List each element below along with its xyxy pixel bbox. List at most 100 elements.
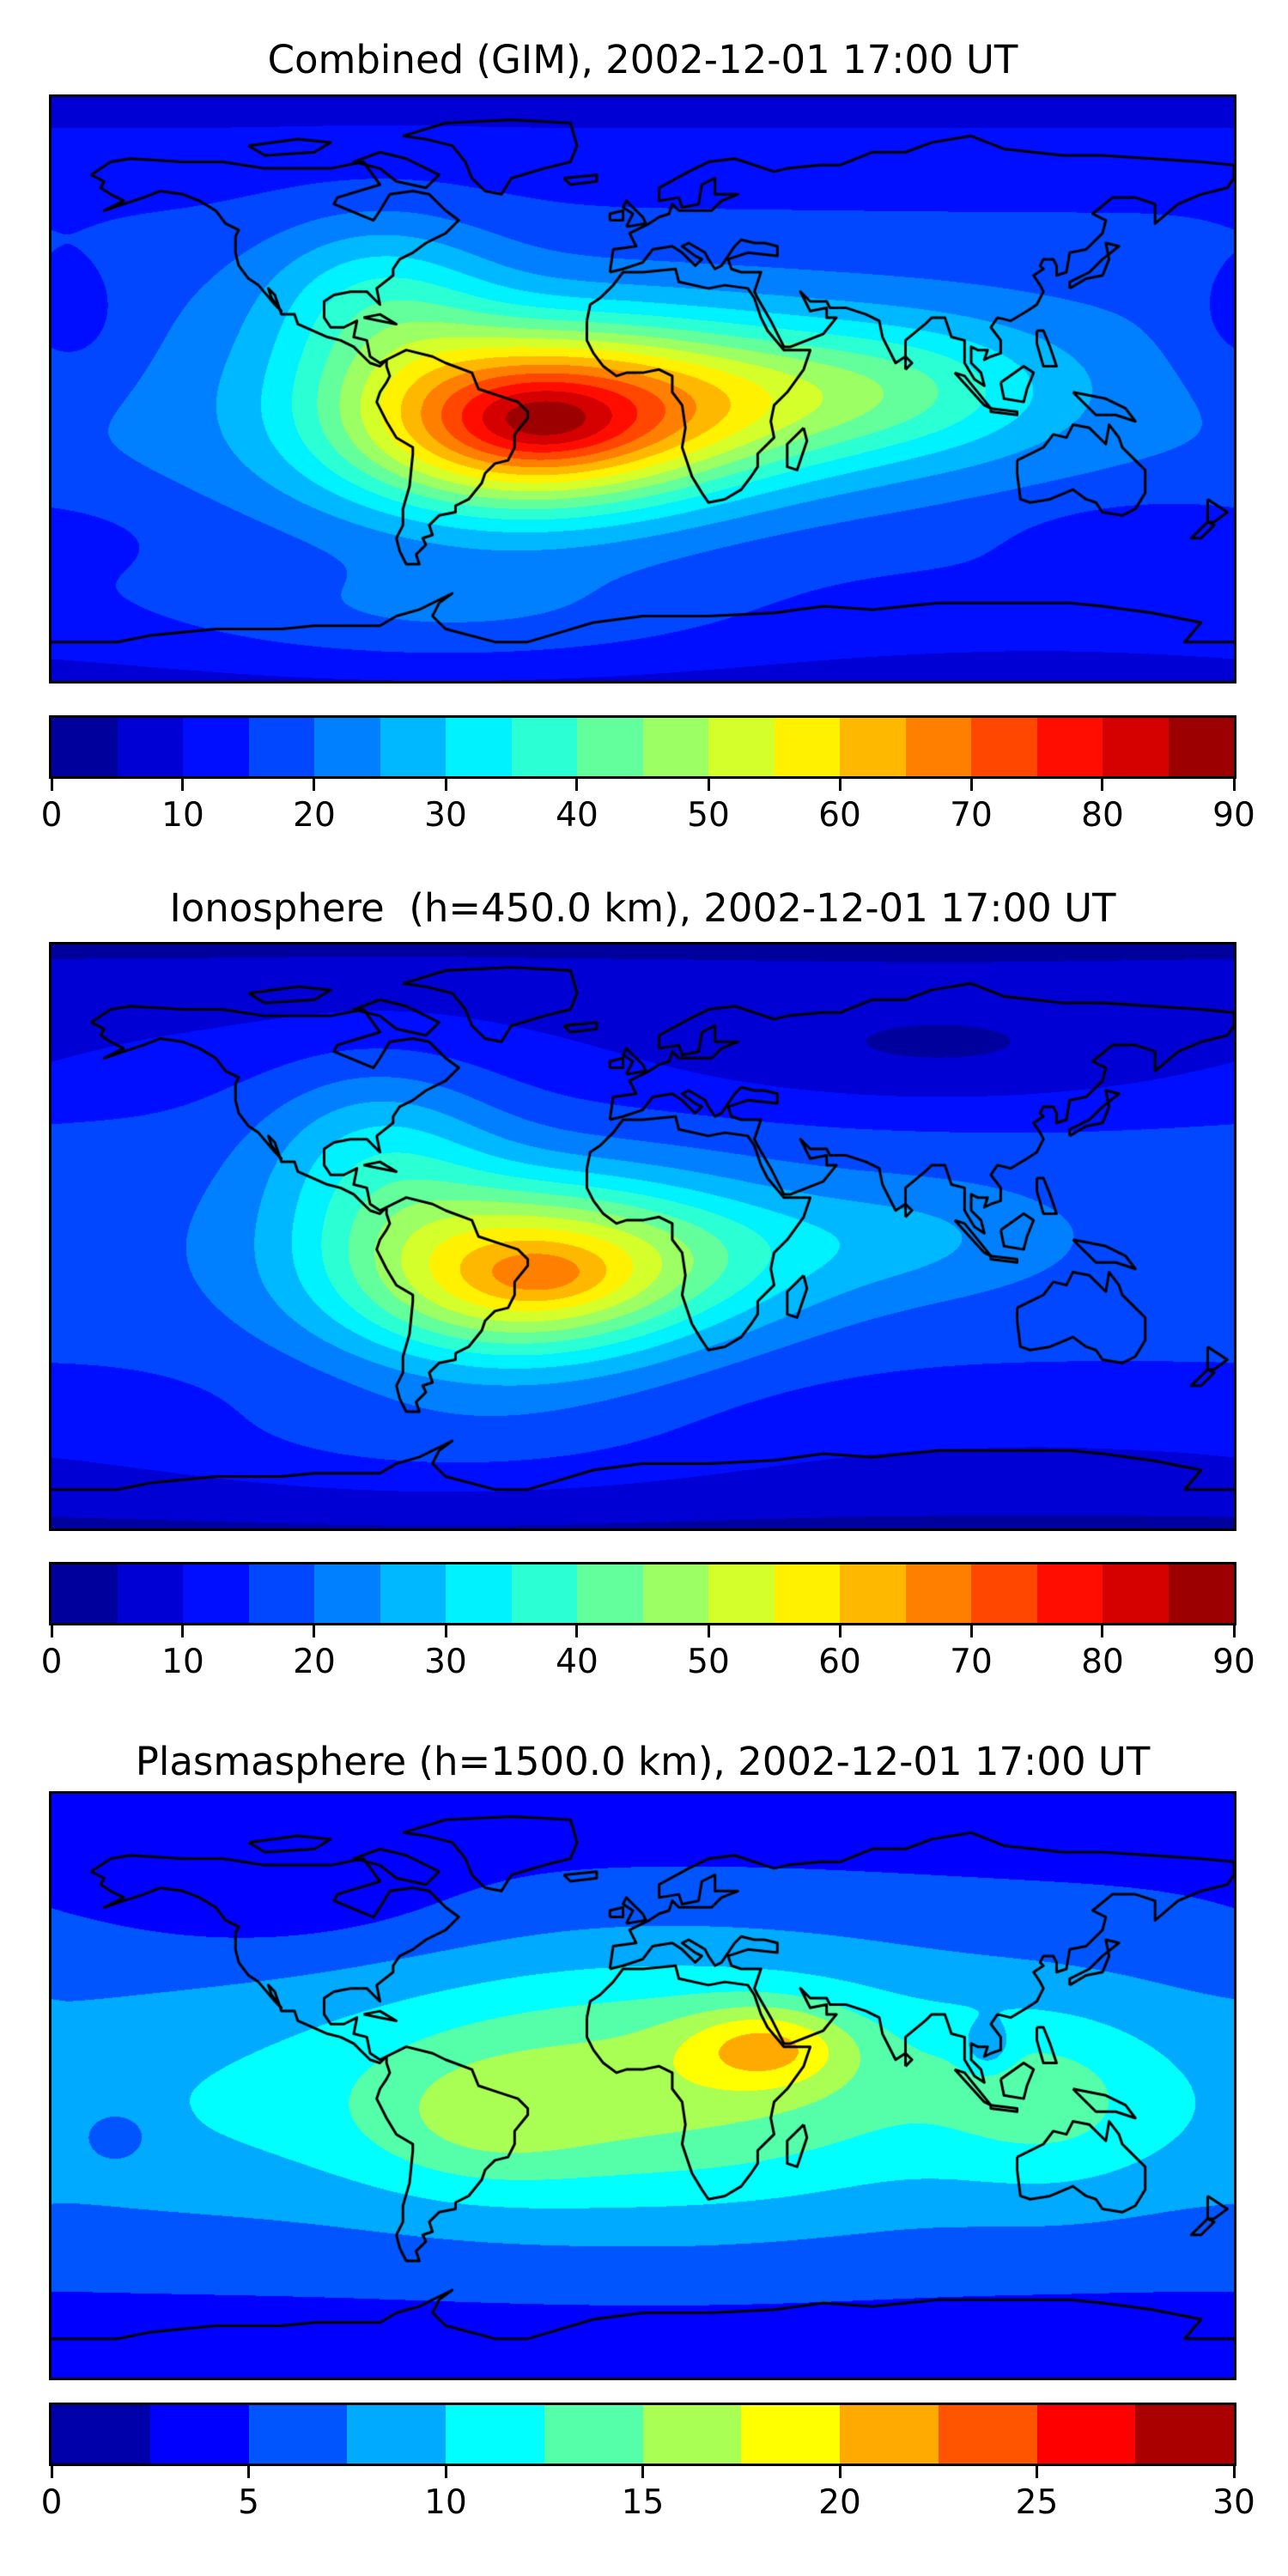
- colorbar-tick-label: 30: [1212, 2483, 1255, 2522]
- colorbar-segment: [971, 718, 1037, 776]
- colorbar-tick-mark: [575, 1625, 579, 1637]
- colorbar-tick-label: 10: [161, 1643, 204, 1681]
- colorbar-tick-label: 10: [161, 796, 204, 835]
- colorbar-segment: [642, 2405, 742, 2464]
- colorbar-segment: [380, 718, 446, 776]
- colorbar-segment: [183, 718, 249, 776]
- colorbar-tick-mark: [50, 1625, 53, 1637]
- colorbar-segment: [314, 718, 380, 776]
- colorbar-combined: [49, 715, 1236, 779]
- colorbar-segment: [1168, 1564, 1234, 1623]
- colorbar-tick-mark: [1232, 1625, 1236, 1637]
- colorbar-plasmasphere: [49, 2403, 1236, 2466]
- colorbar-segment: [1036, 2405, 1136, 2464]
- colorbar-tick-mark: [1232, 2466, 1236, 2478]
- colorbar-segment: [52, 2405, 150, 2464]
- colorbar-tick-label: 90: [1212, 1643, 1255, 1681]
- colorbar-segment: [840, 2405, 939, 2464]
- colorbar-tick-mark: [181, 1625, 185, 1637]
- colorbar-tick-label: 10: [424, 2483, 467, 2522]
- colorbar-tick-label: 60: [818, 796, 861, 835]
- colorbar-tick-mark: [838, 779, 841, 791]
- colorbar-tick-label: 70: [950, 796, 993, 835]
- colorbar-segment: [511, 718, 577, 776]
- tec-contour-map: [52, 945, 1234, 1528]
- colorbar-segment: [446, 1564, 512, 1623]
- colorbar-tick-mark: [969, 779, 973, 791]
- colorbar-segment: [577, 1564, 643, 1623]
- colorbar-segment: [117, 1564, 183, 1623]
- colorbar-tick-label: 5: [238, 2483, 259, 2522]
- colorbar-ticks-ionosphere: 0 10 20 30 40 50 60 70 80 90: [41, 1625, 1255, 1694]
- colorbar-tick-label: 20: [293, 1643, 336, 1681]
- colorbar-tick-mark: [181, 779, 185, 791]
- colorbar-tick-mark: [1232, 779, 1236, 791]
- colorbar-segment: [840, 1564, 906, 1623]
- colorbar-tick-label: 0: [40, 796, 63, 835]
- colorbar-tick-mark: [313, 1625, 316, 1637]
- colorbar-tick-label: 40: [556, 1643, 598, 1681]
- colorbar-segment: [347, 2405, 446, 2464]
- colorbar-tick-label: 90: [1212, 796, 1255, 835]
- colorbar-segment: [938, 2405, 1037, 2464]
- colorbar-segment: [544, 2405, 643, 2464]
- colorbar-ticks-plasmasphere: 0 5 10 15 20 25 30: [41, 2466, 1255, 2535]
- panel-title-ionosphere: Ionosphere (h=450.0 km), 2002-12-01 17:0…: [169, 885, 1116, 931]
- colorbar-segment: [1103, 1564, 1169, 1623]
- colorbar-tick-label: 0: [40, 2483, 63, 2522]
- colorbar-tick-label: 15: [621, 2483, 665, 2522]
- colorbar-tick-mark: [444, 1625, 447, 1637]
- colorbar-tick-mark: [444, 779, 447, 791]
- colorbar-tick-label: 80: [1081, 1643, 1124, 1681]
- map-ionosphere: [49, 942, 1236, 1531]
- colorbar-segment: [1036, 1564, 1103, 1623]
- colorbar-segment: [741, 2405, 840, 2464]
- colorbar-segment: [52, 1564, 118, 1623]
- colorbar-segment: [1036, 718, 1103, 776]
- colorbar-tick-label: 0: [40, 1643, 63, 1681]
- colorbar-tick-mark: [1101, 1625, 1104, 1637]
- colorbar-tick-mark: [575, 779, 579, 791]
- colorbar-segment: [446, 718, 512, 776]
- colorbar-tick-label: 20: [818, 2483, 861, 2522]
- colorbar-ticks-combined: 0 10 20 30 40 50 60 70 80 90: [41, 779, 1255, 848]
- colorbar-tick-mark: [707, 1625, 710, 1637]
- colorbar-segment: [248, 718, 314, 776]
- colorbar-segment: [642, 1564, 708, 1623]
- colorbar-tick-label: 50: [687, 1643, 730, 1681]
- tec-contour-map: [52, 1794, 1234, 2378]
- colorbar-segment: [774, 1564, 840, 1623]
- colorbar-segment: [149, 2405, 249, 2464]
- colorbar-segment: [840, 718, 906, 776]
- colorbar-tick-mark: [1101, 779, 1104, 791]
- colorbar-tick-mark: [50, 779, 53, 791]
- colorbar-tick-mark: [247, 2466, 250, 2478]
- map-combined-gim: [49, 94, 1236, 683]
- colorbar-segment: [708, 1564, 775, 1623]
- colorbar-segment: [446, 2405, 544, 2464]
- colorbar-segment: [905, 1564, 971, 1623]
- colorbar-tick-label: 40: [556, 796, 598, 835]
- colorbar-ionosphere: [49, 1562, 1236, 1625]
- tec-contour-map: [52, 97, 1234, 681]
- colorbar-tick-label: 30: [424, 796, 467, 835]
- colorbar-segment: [117, 718, 183, 776]
- colorbar-segment: [1135, 2405, 1234, 2464]
- colorbar-segment: [971, 1564, 1037, 1623]
- colorbar-tick-label: 60: [818, 1643, 861, 1681]
- colorbar-tick-label: 20: [293, 796, 336, 835]
- colorbar-segment: [248, 2405, 348, 2464]
- colorbar-segment: [774, 718, 840, 776]
- colorbar-tick-mark: [444, 2466, 447, 2478]
- colorbar-tick-label: 50: [687, 796, 730, 835]
- colorbar-tick-mark: [50, 2466, 53, 2478]
- colorbar-segment: [1103, 718, 1169, 776]
- colorbar-segment: [642, 718, 708, 776]
- colorbar-segment: [708, 718, 775, 776]
- colorbar-tick-mark: [1036, 2466, 1038, 2478]
- colorbar-segment: [380, 1564, 446, 1623]
- colorbar-tick-mark: [313, 779, 316, 791]
- panel-title-plasmasphere: Plasmasphere (h=1500.0 km), 2002-12-01 1…: [135, 1739, 1151, 1784]
- colorbar-segment: [577, 718, 643, 776]
- colorbar-segment: [511, 1564, 577, 1623]
